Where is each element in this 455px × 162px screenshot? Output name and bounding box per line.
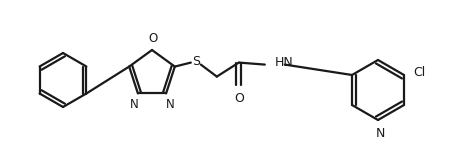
Text: N: N	[374, 127, 384, 140]
Text: N: N	[165, 98, 174, 111]
Text: S: S	[192, 55, 199, 68]
Text: Cl: Cl	[412, 66, 425, 80]
Text: HN: HN	[274, 56, 293, 69]
Text: O: O	[233, 92, 243, 105]
Text: N: N	[129, 98, 138, 111]
Text: O: O	[148, 32, 157, 45]
